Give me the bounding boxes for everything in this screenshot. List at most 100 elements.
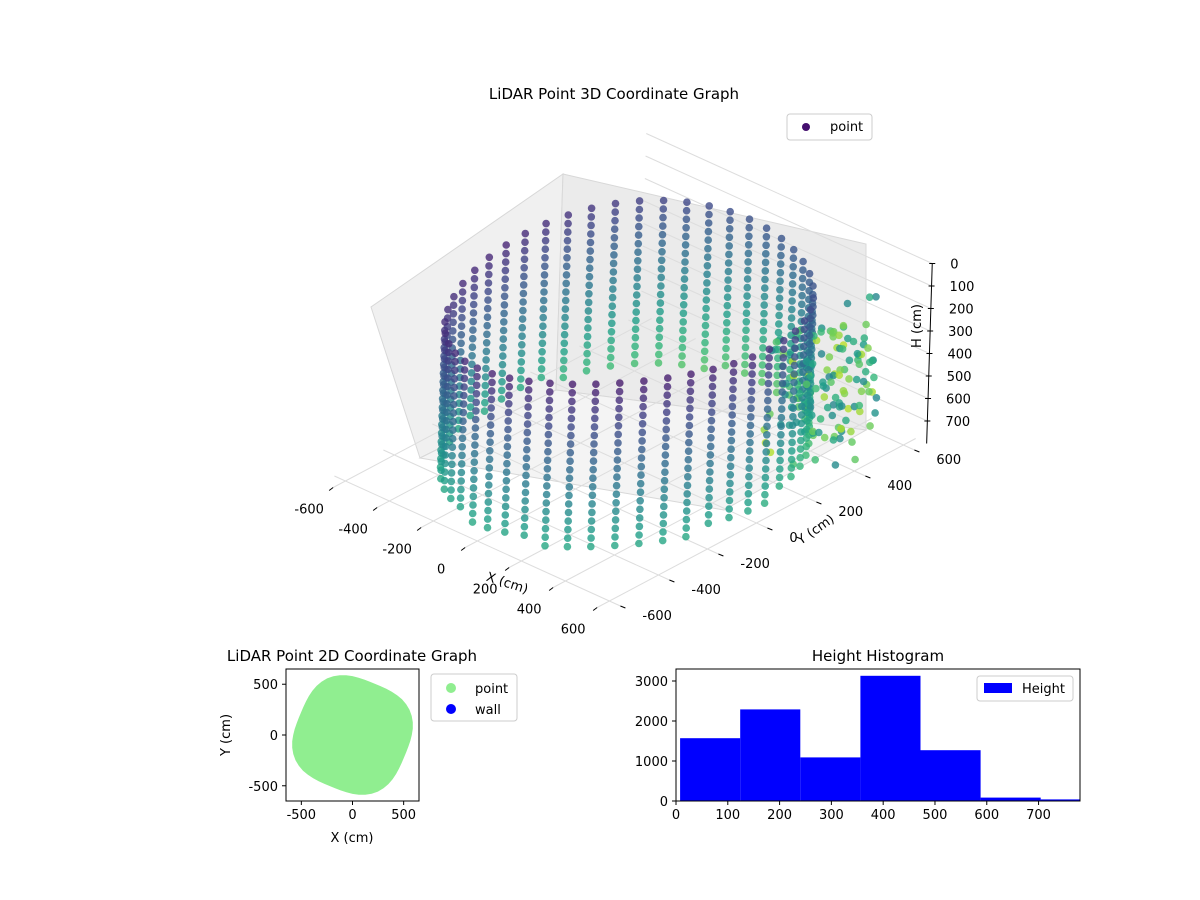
scatter-point [466, 403, 475, 411]
legend-2d: point wall [430, 673, 518, 722]
scatter-point [804, 365, 813, 374]
scatter-point [678, 360, 686, 369]
scatter-point [730, 359, 738, 368]
scatter-point [788, 280, 797, 288]
scatter-point [586, 238, 595, 247]
scatter-point [485, 455, 494, 464]
scatter-point [503, 434, 512, 442]
scatter-point [457, 468, 466, 477]
scatter-point [566, 448, 575, 457]
scatter-point [542, 228, 550, 236]
scatter-point [802, 451, 810, 460]
scatter-point [761, 482, 769, 490]
scatter-point [523, 420, 532, 428]
scatter-point [661, 468, 669, 477]
scatter-point [788, 288, 797, 297]
scatter-point [501, 266, 510, 275]
scatter-point [742, 309, 751, 318]
scatter-point [742, 318, 751, 326]
scatter-point [610, 234, 619, 242]
scatter-point [544, 430, 553, 439]
scatter-point [459, 400, 468, 408]
scatter-point [485, 481, 493, 489]
scatter-point [562, 288, 570, 296]
scatter-point [789, 395, 798, 404]
scatter-point [855, 401, 864, 410]
scatter-point [820, 433, 829, 442]
x-tick-label-3d: -200 [382, 543, 412, 558]
scatter-point [615, 404, 623, 413]
scatter-point [744, 266, 752, 275]
scatter-point [759, 318, 768, 327]
scatter-point [758, 361, 767, 369]
scatter-point [708, 399, 716, 408]
scatter-point [568, 397, 576, 406]
scatter-point [634, 239, 643, 248]
scatter-point [703, 253, 712, 261]
scatter-point [560, 339, 569, 348]
scatter-point [661, 459, 669, 468]
scatter-point [658, 230, 667, 239]
grid-line-h [645, 155, 932, 287]
grid-line-h [643, 223, 930, 354]
scatter-point [443, 391, 452, 399]
y-tick-label-2d: -500 [248, 780, 278, 795]
scatter-point [561, 305, 570, 313]
scatter-point [704, 244, 712, 253]
x-tick-3d [460, 547, 466, 551]
x-tick-label-histogram: 300 [819, 808, 844, 823]
scatter-point [728, 419, 736, 428]
scatter-point [615, 413, 623, 422]
scatter-point [744, 249, 753, 258]
scatter-point [805, 340, 814, 348]
scatter-point [828, 411, 837, 420]
scatter-point [806, 323, 814, 331]
scatter-point [639, 394, 648, 403]
scatter-point [789, 271, 797, 280]
scatter-point [779, 345, 788, 354]
scatter-point [459, 417, 467, 426]
scatter-point [590, 423, 599, 431]
x-tick-label-histogram: 700 [1026, 808, 1051, 823]
scatter-point [590, 440, 598, 448]
scatter-point [591, 406, 599, 414]
scatter-point [502, 249, 510, 258]
scatter-point [467, 394, 475, 403]
scatter-point [450, 383, 459, 392]
scatter-point [684, 473, 692, 481]
scatter-point [727, 453, 735, 462]
scatter-point [634, 257, 642, 265]
scatter-point [762, 233, 771, 241]
scatter-point [542, 499, 551, 507]
scatter-point [639, 411, 647, 420]
scatter-point [471, 415, 480, 424]
scatter-point [583, 349, 591, 358]
scatter-point [706, 451, 715, 459]
scatter-point [745, 215, 754, 223]
scatter-point [705, 502, 713, 511]
scatter-point [681, 241, 690, 249]
scatter-point [504, 417, 512, 425]
scatter-point [746, 438, 754, 447]
scatter-point [520, 531, 528, 539]
scatter-point [632, 308, 640, 316]
y-tick-label-3d: 0 [789, 531, 797, 546]
scatter-point [700, 364, 708, 373]
scatter-point [725, 513, 733, 522]
scatter-point [748, 378, 756, 387]
scatter-point [503, 442, 512, 451]
scatter-point [853, 349, 862, 358]
scatter-point [872, 293, 880, 301]
scatter-point [657, 273, 665, 282]
grid-line-h [646, 133, 933, 264]
y-tick-label-histogram: 0 [660, 795, 668, 810]
scatter-point [864, 344, 872, 352]
scatter-point [685, 438, 693, 447]
scatter-point [542, 219, 550, 228]
scatter-point [471, 266, 479, 275]
scatter-point [451, 349, 460, 358]
scatter-point [680, 275, 689, 283]
scatter-point [790, 378, 798, 387]
scatter-point [777, 431, 785, 439]
scatter-point [468, 360, 476, 369]
